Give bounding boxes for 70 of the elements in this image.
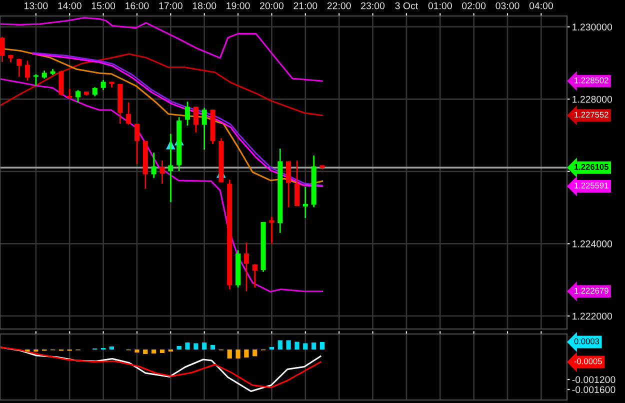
x-tick-label: 01:00 xyxy=(428,2,452,10)
candlestick xyxy=(16,58,22,78)
y-tick-label: 1.230000 xyxy=(572,24,612,30)
bar xyxy=(152,350,156,354)
x-tick-label: 03:00 xyxy=(496,2,520,10)
ref-line-label: 1.226105 xyxy=(574,164,608,170)
x-tick-label: 23:00 xyxy=(361,2,385,10)
x-tick-label: 04:00 xyxy=(529,2,553,10)
bar xyxy=(210,345,216,350)
candlestick xyxy=(302,186,308,219)
candlestick xyxy=(244,242,249,292)
bar xyxy=(202,342,207,350)
x-tick-label: 15:00 xyxy=(92,2,116,10)
x-tick-label: 19:00 xyxy=(226,2,250,10)
bar xyxy=(252,350,258,356)
y-tick-label: 1.222000 xyxy=(572,312,612,320)
candlestick xyxy=(58,70,64,96)
bar xyxy=(312,342,316,350)
candlestick xyxy=(100,79,106,91)
bar xyxy=(320,342,325,350)
bar xyxy=(160,350,165,353)
bar xyxy=(286,340,291,350)
x-tick-label: 20:00 xyxy=(260,2,284,10)
text: 1.227552 xyxy=(574,112,608,118)
y-tick-label: -0.001200 xyxy=(572,376,616,384)
bar xyxy=(176,346,182,350)
bar xyxy=(303,343,308,350)
candlestick xyxy=(252,264,258,288)
candlestick xyxy=(126,102,132,126)
candlestick xyxy=(294,160,300,207)
candlestick xyxy=(151,152,156,179)
text: -0.0005 xyxy=(574,358,602,364)
x-tick-label: 21:00 xyxy=(294,2,318,10)
bar xyxy=(244,350,249,358)
x-tick-label: 18:00 xyxy=(192,2,216,10)
x-tick-label: 3 Oct xyxy=(395,2,418,10)
candlestick xyxy=(0,36,5,63)
bar xyxy=(194,343,198,350)
bar xyxy=(134,350,140,352)
bar xyxy=(185,342,190,350)
text: 1.225591 xyxy=(574,182,608,188)
x-tick-label: 17:00 xyxy=(159,2,182,10)
candlestick xyxy=(286,160,292,208)
candlestick xyxy=(193,106,198,134)
candlestick xyxy=(202,107,207,150)
text: 1.222679 xyxy=(574,288,608,294)
candlestick xyxy=(92,86,98,97)
candlestick xyxy=(76,89,81,104)
x-tick-label: 14:00 xyxy=(58,2,82,10)
bar xyxy=(278,340,282,350)
candlestick xyxy=(168,133,174,203)
y-tick-label: 1.228000 xyxy=(572,96,612,103)
x-tick-label: 22:00 xyxy=(327,2,351,10)
bar xyxy=(143,350,148,354)
candlestick xyxy=(160,160,165,184)
x-tick-label: 13:00 xyxy=(24,2,48,10)
bar xyxy=(227,350,232,358)
text: 1.228502 xyxy=(574,77,608,84)
y-tick-label: 1.224000 xyxy=(572,240,612,248)
bar xyxy=(294,342,300,350)
x-tick-label: 02:00 xyxy=(462,2,486,10)
bar xyxy=(236,350,240,358)
y-tick-label: -0.001600 xyxy=(572,386,616,394)
candlestick xyxy=(184,100,190,126)
text: 0.0003 xyxy=(574,338,600,344)
candlestick xyxy=(269,216,274,244)
bar xyxy=(109,346,114,350)
x-tick-label: 16:00 xyxy=(126,2,149,10)
candlestick xyxy=(134,123,140,165)
candlestick xyxy=(24,60,30,82)
